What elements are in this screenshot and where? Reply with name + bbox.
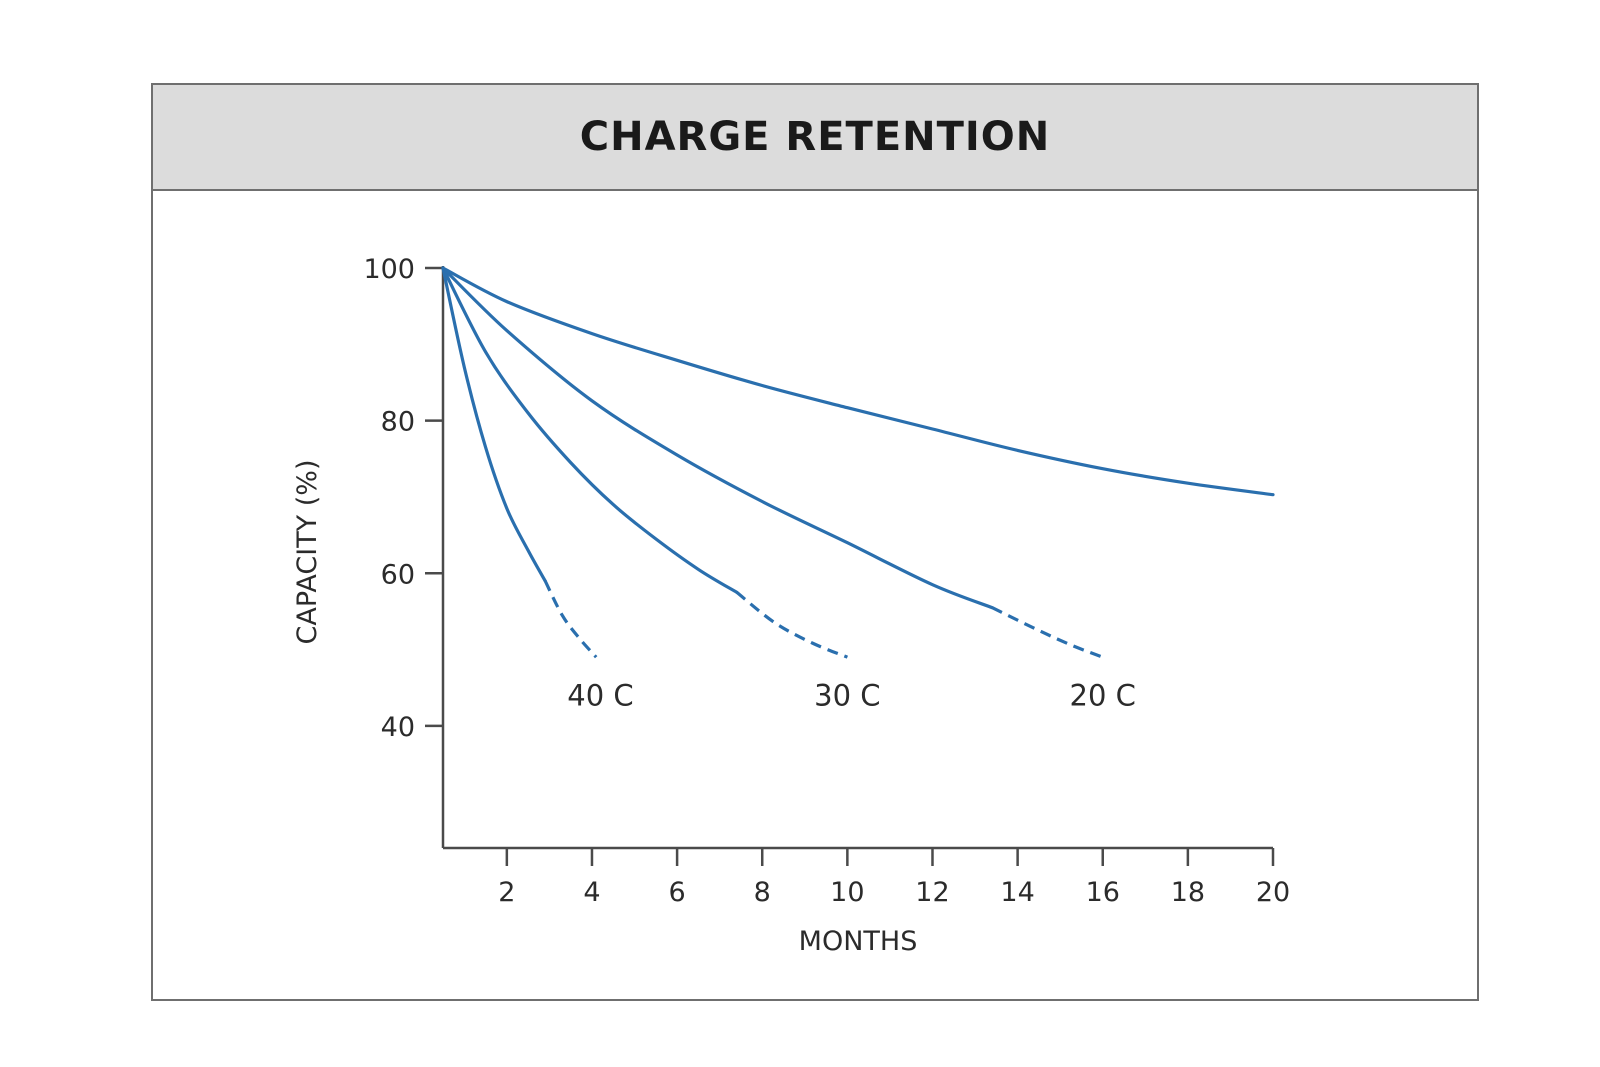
x-tick-label: 18: [1171, 877, 1205, 908]
series-line-unlabeled-3: [441, 266, 1275, 497]
series-line-20-c-dashed: [991, 606, 1104, 659]
y-tick-label: 80: [381, 407, 415, 438]
x-tick-label: 10: [830, 877, 864, 908]
y-tick-label: 40: [381, 712, 415, 743]
labels-layer: 40 C 30 C 20 C: [567, 678, 1136, 712]
x-tick-label: 8: [754, 877, 771, 908]
chart-header: CHARGE RETENTION: [153, 85, 1477, 191]
series-line-40-c: [441, 266, 547, 583]
x-tick-label: 20: [1256, 877, 1290, 908]
series-label: 30 C: [814, 678, 880, 712]
series-line-30-c-dashed: [735, 591, 848, 659]
x-tick-label: 2: [498, 877, 515, 908]
chart-title: CHARGE RETENTION: [579, 114, 1051, 160]
x-tick-label: 16: [1086, 877, 1120, 908]
x-tick-label: 14: [1000, 877, 1034, 908]
x-tick-label: 12: [915, 877, 949, 908]
y-tick-label: 60: [381, 559, 415, 590]
series-line-30-c: [441, 266, 739, 594]
y-tick-label: 100: [363, 254, 415, 285]
x-tick-label: 6: [669, 877, 686, 908]
series-label: 20 C: [1070, 678, 1136, 712]
series-line-40-c-dashed: [543, 580, 598, 659]
x-axis-title: MONTHS: [799, 926, 918, 957]
x-tick-label: 4: [583, 877, 600, 908]
series-layer: [441, 266, 1275, 659]
axes: 2 4 6 8 10 12 14 16 18 20 40 60 80 100 MONTHS CAPACITY …: [292, 254, 1290, 957]
series-line-20-c: [441, 266, 994, 610]
y-axis-title: CAPACITY (%): [292, 460, 323, 645]
series-label: 40 C: [567, 678, 633, 712]
